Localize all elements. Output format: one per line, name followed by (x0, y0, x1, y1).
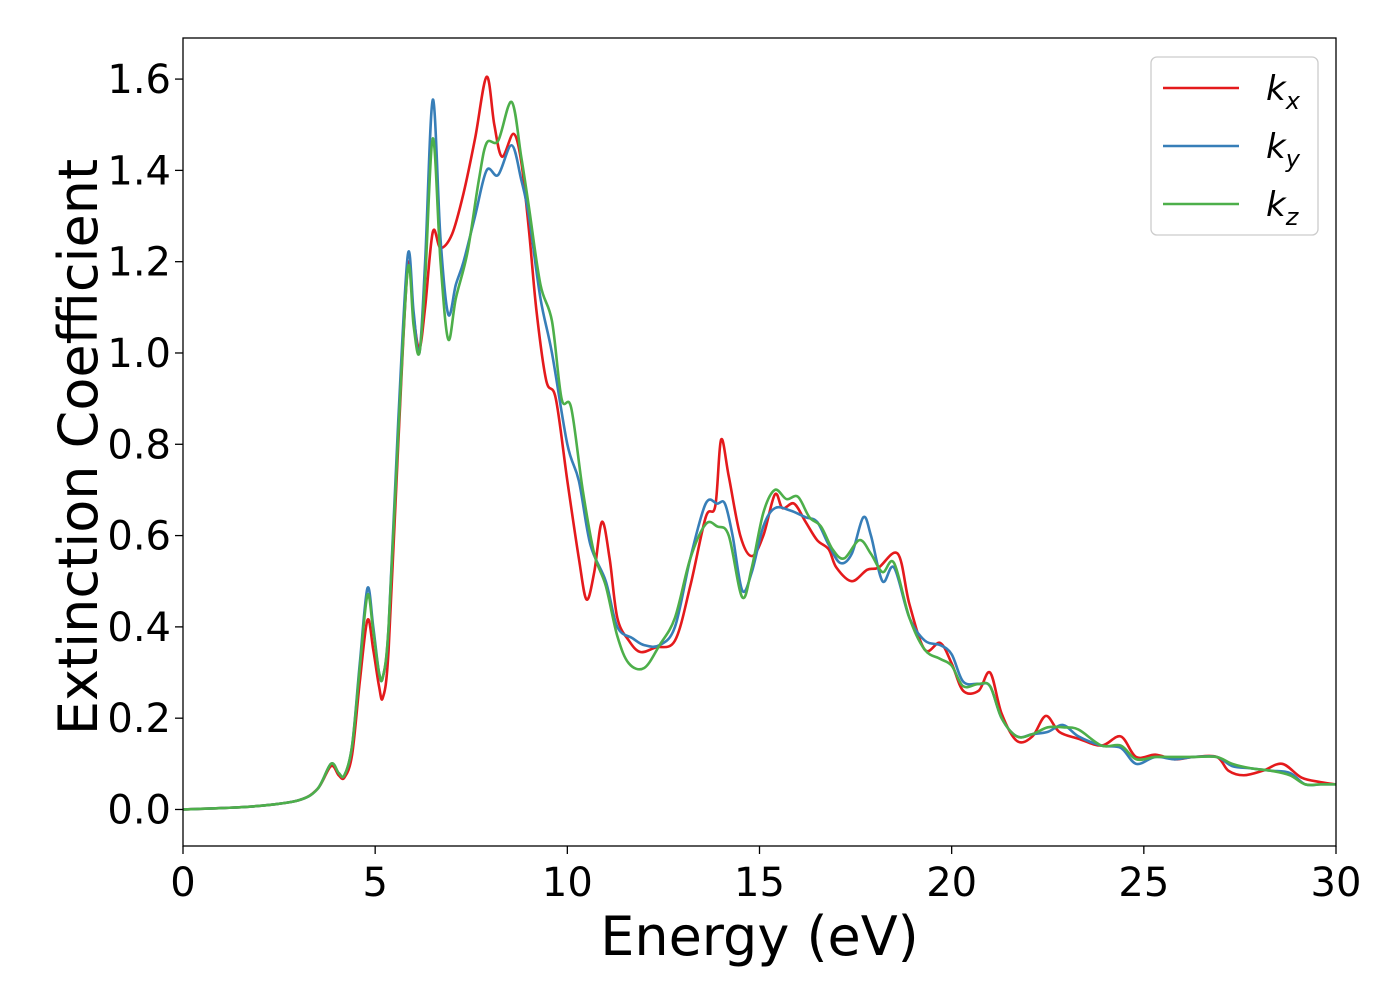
y-tick-label: 1.2 (107, 240, 171, 286)
x-tick-label: 10 (542, 860, 593, 906)
series-line-z (183, 100, 1336, 811)
x-tick-label: 30 (1311, 860, 1362, 906)
y-tick-label: 0.2 (107, 696, 171, 742)
legend: kx ky kz (1150, 56, 1319, 236)
x-axis-title: Energy (eV) (600, 905, 919, 968)
legend-label-z: kz (1266, 185, 1300, 231)
y-tick-label: 1.0 (107, 331, 171, 377)
y-axis-title: Extinction Coefficient (47, 159, 110, 735)
legend-label-y: ky (1266, 127, 1301, 173)
x-axis-ticks: 0 5 10 15 20 25 30 (170, 846, 1361, 906)
x-tick-label: 5 (362, 860, 387, 906)
y-tick-label: 0.0 (107, 787, 171, 833)
plot-lines (183, 75, 1336, 811)
x-tick-label: 25 (1118, 860, 1169, 906)
x-tick-label: 0 (170, 860, 195, 906)
legend-label-x: kx (1266, 69, 1301, 115)
y-tick-label: 1.4 (107, 148, 171, 194)
y-tick-label: 0.8 (107, 422, 171, 468)
y-axis-ticks: 0.0 0.2 0.4 0.6 0.8 1.0 1.2 1.4 1.6 (107, 57, 183, 833)
y-tick-label: 0.6 (107, 514, 171, 560)
y-tick-label: 1.6 (107, 57, 171, 103)
y-tick-label: 0.4 (107, 605, 171, 651)
x-tick-label: 20 (926, 860, 977, 906)
x-tick-label: 15 (734, 860, 785, 906)
